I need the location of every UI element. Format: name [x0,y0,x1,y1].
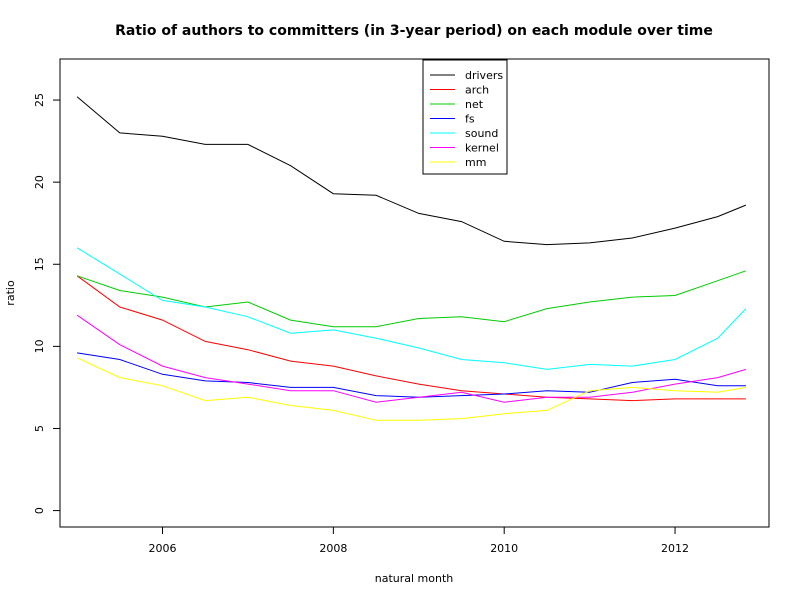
x-tick-label: 2010 [490,542,518,555]
series-line-drivers [76,96,747,246]
series-lines [76,96,747,421]
legend-label-sound: sound [465,127,498,140]
y-tick-label: 20 [33,175,46,189]
x-axis: 2006 2008 2010 2012 [149,526,689,555]
y-tick-label: 0 [33,507,46,514]
y-tick-label: 25 [33,93,46,107]
series-line-kernel [76,314,747,403]
y-axis-label: ratio [4,280,17,306]
legend-label-arch: arch [465,84,489,97]
series-line-mm [76,357,746,421]
y-tick-label: 15 [33,257,46,271]
y-tick-label: 5 [33,425,46,432]
plot-frame [59,58,770,528]
series-line-net [76,270,747,328]
series-line-arch [76,275,746,402]
legend-label-fs: fs [465,113,475,126]
series-line-sound [76,247,747,370]
chart-title: Ratio of authors to committers (in 3-yea… [115,23,713,39]
legend-label-kernel: kernel [465,142,499,155]
legend-label-net: net [465,98,484,111]
x-tick-label: 2008 [319,542,347,555]
legend-label-drivers: drivers [465,69,503,82]
legend-label-mm: mm [465,156,486,169]
legend-box [422,59,508,175]
x-tick-label: 2006 [149,542,177,555]
y-axis: 0 5 10 15 20 25 [33,93,60,514]
x-tick-label: 2012 [661,542,689,555]
x-axis-label: natural month [375,572,454,585]
y-tick-label: 10 [33,339,46,353]
